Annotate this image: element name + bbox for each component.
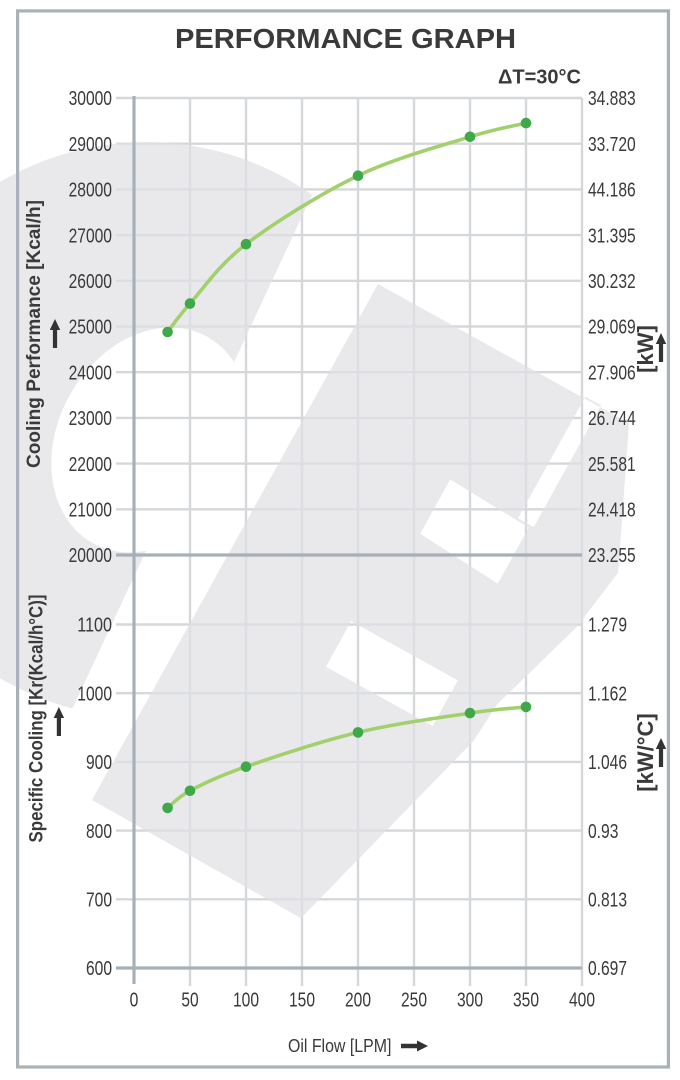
svg-text:1.046: 1.046 [588, 752, 627, 774]
svg-text:50: 50 [181, 990, 198, 1012]
svg-text:23.255: 23.255 [588, 545, 636, 567]
svg-text:800: 800 [86, 821, 112, 843]
svg-text:25000: 25000 [69, 317, 112, 339]
svg-text:Oil Flow [LPM]: Oil Flow [LPM] [288, 1035, 392, 1056]
svg-text:600: 600 [86, 958, 112, 980]
svg-text:100: 100 [233, 990, 259, 1012]
svg-text:ΔT=30°C: ΔT=30°C [498, 67, 581, 89]
svg-text:31.395: 31.395 [588, 225, 636, 247]
svg-text:700: 700 [86, 890, 112, 912]
svg-text:1000: 1000 [77, 683, 112, 705]
svg-text:34.883: 34.883 [588, 88, 636, 110]
svg-text:26.744: 26.744 [588, 408, 636, 430]
svg-text:25.581: 25.581 [588, 454, 636, 476]
svg-text:150: 150 [289, 990, 315, 1012]
svg-text:30000: 30000 [69, 88, 112, 110]
svg-text:27000: 27000 [69, 225, 112, 247]
svg-text:1.162: 1.162 [588, 683, 627, 705]
svg-text:0.93: 0.93 [588, 821, 618, 843]
svg-text:21000: 21000 [69, 500, 112, 522]
svg-text:250: 250 [401, 990, 427, 1012]
svg-text:300: 300 [457, 990, 483, 1012]
svg-text:0: 0 [130, 990, 139, 1012]
svg-text:[kW]: [kW] [633, 325, 658, 373]
svg-text:0.813: 0.813 [588, 890, 627, 912]
svg-text:23000: 23000 [69, 408, 112, 430]
svg-text:44.186: 44.186 [588, 180, 636, 202]
svg-text:28000: 28000 [69, 180, 112, 202]
svg-text:[kW/°C]: [kW/°C] [633, 713, 658, 791]
svg-text:33.720: 33.720 [588, 134, 636, 156]
svg-text:900: 900 [86, 752, 112, 774]
svg-text:24.418: 24.418 [588, 500, 636, 522]
svg-text:0.697: 0.697 [588, 958, 627, 980]
svg-text:PERFORMANCE GRAPH: PERFORMANCE GRAPH [175, 23, 516, 54]
svg-text:Specific Cooling [Kr(Kcal/h°C): Specific Cooling [Kr(Kcal/h°C)] [26, 595, 48, 843]
svg-text:200: 200 [345, 990, 371, 1012]
svg-text:27.906: 27.906 [588, 362, 636, 384]
svg-text:22000: 22000 [69, 454, 112, 476]
svg-text:26000: 26000 [69, 271, 112, 293]
svg-text:350: 350 [513, 990, 539, 1012]
svg-text:29000: 29000 [69, 134, 112, 156]
svg-text:20000: 20000 [69, 545, 112, 567]
svg-text:400: 400 [569, 990, 595, 1012]
svg-text:29.069: 29.069 [588, 317, 636, 339]
svg-text:1100: 1100 [77, 615, 112, 637]
svg-text:30.232: 30.232 [588, 271, 636, 293]
svg-text:1.279: 1.279 [588, 615, 627, 637]
svg-text:24000: 24000 [69, 362, 112, 384]
svg-text:Cooling Performance [Kcal/h]: Cooling Performance [Kcal/h] [23, 200, 45, 468]
